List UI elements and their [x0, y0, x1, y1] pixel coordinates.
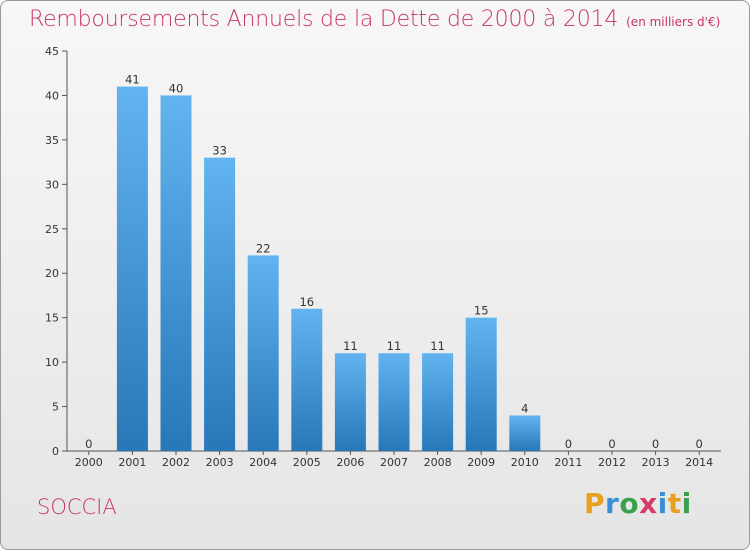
y-tick-label: 10: [45, 356, 59, 369]
data-label: 0: [608, 437, 615, 451]
y-tick-label: 20: [45, 267, 59, 280]
logo-letter: o: [619, 487, 640, 520]
data-label: 33: [212, 144, 227, 158]
logo-letter: r: [605, 487, 620, 520]
data-label: 0: [85, 437, 92, 451]
x-tick-label: 2007: [380, 456, 408, 469]
bar: [465, 317, 497, 451]
y-tick-label: 40: [45, 89, 59, 102]
logo-letter: P: [584, 487, 606, 520]
bars: [116, 86, 541, 452]
bar: [422, 353, 454, 451]
x-tick-label: 2003: [206, 456, 234, 469]
chart-unit: (en milliers d'€): [626, 15, 721, 29]
data-label: 16: [299, 295, 314, 309]
x-tick-label: 2002: [162, 456, 190, 469]
y-tick-label: 30: [45, 178, 59, 191]
x-tick-label: 2009: [467, 456, 495, 469]
x-tick-label: 2000: [75, 456, 103, 469]
commune-name: SOCCIA: [37, 495, 117, 519]
x-tick-label: 2001: [118, 456, 146, 469]
chart-title: Remboursements Annuels de la Dette de 20…: [29, 7, 720, 32]
bar: [160, 95, 192, 451]
y-tick-label: 25: [45, 223, 59, 236]
data-label: 15: [474, 304, 489, 318]
data-label: 40: [169, 81, 184, 95]
data-label: 4: [521, 401, 528, 415]
x-tick-label: 2008: [424, 456, 452, 469]
bar: [334, 353, 366, 451]
bar: [116, 86, 148, 452]
x-tick-label: 2011: [554, 456, 582, 469]
data-label: 0: [565, 437, 572, 451]
data-label: 41: [125, 73, 140, 87]
bar: [378, 353, 410, 451]
logo-letter: t: [667, 487, 682, 520]
x-tick-label: 2010: [511, 456, 539, 469]
logo-letter: i: [681, 487, 692, 520]
bar: [509, 415, 541, 451]
y-tick-label: 0: [52, 445, 59, 458]
y-tick-label: 45: [45, 45, 59, 58]
y-tick-label: 35: [45, 134, 59, 147]
x-tick-label: 2005: [293, 456, 321, 469]
y-tick-label: 5: [52, 401, 59, 414]
x-tick-label: 2013: [642, 456, 670, 469]
data-label: 11: [430, 339, 445, 353]
data-label: 0: [652, 437, 659, 451]
logo-letter: i: [657, 487, 668, 520]
proxiti-logo: Proxiti: [584, 487, 692, 520]
bar: [291, 308, 323, 451]
chart-title-text: Remboursements Annuels de la Dette de 20…: [29, 7, 619, 32]
x-tick-label: 2004: [249, 456, 277, 469]
x-tick-label: 2006: [336, 456, 364, 469]
logo-letter: x: [639, 487, 658, 520]
data-label: 0: [696, 437, 703, 451]
data-label: 22: [256, 241, 271, 255]
bar: [204, 157, 236, 451]
x-tick-label: 2014: [685, 456, 713, 469]
data-label: 11: [387, 339, 402, 353]
bar: [247, 255, 279, 451]
y-tick-label: 15: [45, 312, 59, 325]
data-label: 11: [343, 339, 358, 353]
x-tick-label: 2012: [598, 456, 626, 469]
